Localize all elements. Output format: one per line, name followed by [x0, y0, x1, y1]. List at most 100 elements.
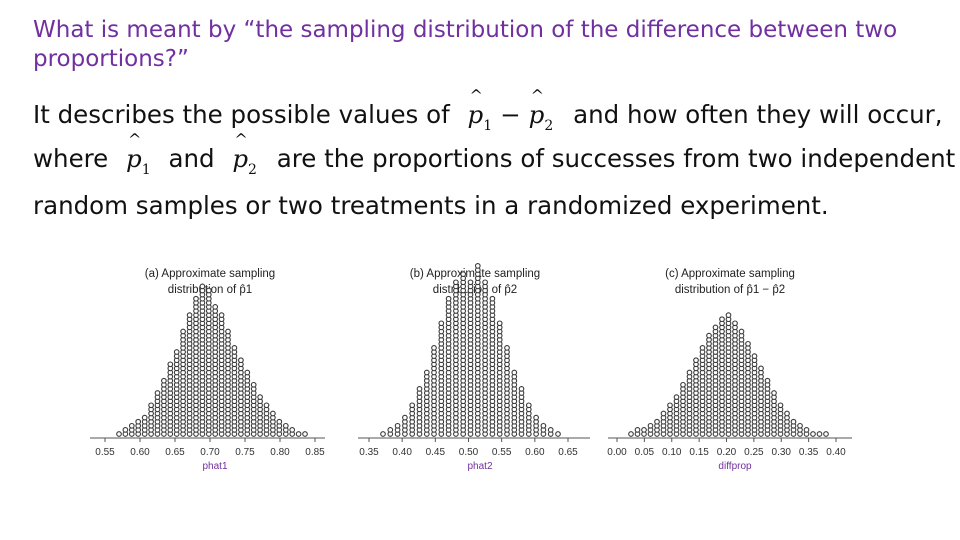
x-tick-label: 0.65 — [165, 447, 185, 458]
p1-sub: 1 — [483, 118, 493, 134]
x-tick-label: 0.60 — [130, 447, 150, 458]
data-dot — [673, 394, 680, 400]
formula-p2: p2 — [232, 130, 257, 178]
data-dot — [725, 312, 732, 318]
x-tick-label: 0.45 — [426, 447, 446, 458]
data-dot — [482, 279, 488, 286]
data-dot — [250, 381, 257, 388]
data-dot — [154, 390, 161, 396]
line2-post: are the proportions of successes from tw… — [276, 144, 956, 173]
data-dot — [270, 410, 276, 417]
slide-title: What is meant by “the sampling distribut… — [33, 17, 898, 72]
p2-sub-2: 2 — [248, 162, 257, 178]
data-dot — [667, 402, 673, 409]
data-dot — [282, 422, 289, 429]
p1-hat: p — [468, 86, 484, 129]
body-line-3: random samples or two treatments in a ra… — [33, 191, 829, 220]
body-line-2: where p1 and p2 are the proportions of s… — [33, 130, 956, 178]
x-axis-label: diffprop — [718, 461, 752, 472]
data-dot — [302, 431, 308, 437]
data-dot — [387, 427, 394, 433]
data-dot — [803, 427, 810, 433]
data-dot — [295, 431, 302, 437]
data-dot — [167, 361, 174, 368]
data-dot — [193, 295, 199, 302]
formula-p1: p1 — [126, 130, 151, 178]
data-dot — [712, 324, 719, 331]
p1-sub-2: 1 — [141, 162, 151, 178]
x-tick-label: 0.20 — [717, 447, 737, 458]
chart-title-line1: (a) Approximate sampling — [145, 268, 275, 280]
data-dot — [647, 422, 654, 429]
x-tick-label: 0.35 — [359, 447, 379, 458]
data-dot — [699, 345, 706, 351]
data-dot — [511, 369, 518, 376]
data-dot — [431, 345, 437, 351]
p2-hat-2: p — [232, 130, 248, 173]
data-dot — [423, 369, 430, 376]
data-dot — [496, 320, 503, 327]
line2-and: and — [168, 144, 215, 173]
x-tick-label: 0.05 — [635, 447, 655, 458]
data-dot — [823, 431, 829, 437]
data-dot — [634, 427, 641, 433]
x-tick-label: 0.55 — [95, 447, 115, 458]
data-dot — [225, 328, 231, 335]
x-tick-label: 0.70 — [200, 447, 220, 458]
x-tick-label: 0.60 — [525, 447, 545, 458]
x-tick-label: 0.00 — [607, 447, 627, 458]
x-tick-label: 0.30 — [772, 447, 792, 458]
data-dot — [122, 427, 129, 433]
data-dot — [504, 345, 510, 351]
data-dot — [810, 431, 816, 437]
line1-post: and how often they will occur, — [573, 100, 943, 129]
data-dot — [540, 422, 547, 429]
data-dot — [790, 418, 797, 425]
sampling-distribution-figures: (a) Approximate sampling distribution of … — [90, 263, 852, 472]
data-dot — [660, 410, 667, 417]
data-dot — [654, 418, 660, 425]
x-tick-label: 0.85 — [305, 447, 325, 458]
data-dot — [438, 320, 445, 327]
data-dot — [680, 381, 686, 388]
data-dot — [816, 431, 823, 437]
data-dot — [218, 312, 225, 318]
data-dot — [518, 386, 525, 392]
data-dot — [525, 402, 532, 409]
data-dot — [445, 295, 452, 302]
x-tick-label: 0.25 — [744, 447, 764, 458]
data-dot — [263, 402, 270, 409]
data-dot — [231, 345, 238, 351]
data-dot — [416, 386, 423, 392]
x-tick-label: 0.55 — [492, 447, 512, 458]
chart-title-line2: distribution of p̂1 − p̂2 — [675, 284, 785, 296]
data-dot — [467, 279, 474, 286]
x-tick-label: 0.80 — [270, 447, 290, 458]
data-dot — [238, 357, 244, 364]
x-tick-label: 0.10 — [662, 447, 682, 458]
data-dot — [161, 377, 167, 384]
formula-p1-minus-p2: p1−p2 — [468, 86, 554, 134]
data-dot — [719, 316, 725, 323]
data-dot — [394, 422, 401, 429]
data-dot — [706, 332, 712, 339]
body-line-1: It describes the possible values of p1−p… — [33, 86, 943, 134]
data-dot — [148, 402, 154, 409]
data-dot — [180, 328, 186, 335]
data-dot — [533, 414, 539, 421]
data-dot — [764, 377, 771, 384]
data-dot — [186, 312, 193, 318]
data-dot — [797, 422, 803, 429]
data-dot — [745, 340, 751, 347]
p1-hat-2: p — [126, 130, 142, 173]
data-dot — [555, 431, 561, 437]
data-dot — [276, 418, 283, 425]
data-dot — [244, 369, 251, 376]
data-dot — [116, 431, 122, 437]
data-dot — [732, 320, 738, 327]
data-dot — [460, 271, 467, 277]
data-dot — [128, 422, 135, 429]
x-tick-label: 0.40 — [392, 447, 412, 458]
p2-hat: p — [529, 86, 545, 129]
